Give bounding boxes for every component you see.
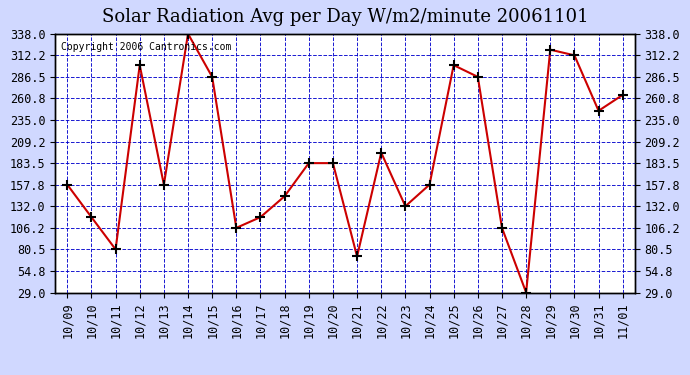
Text: Copyright 2006 Cantronics.com: Copyright 2006 Cantronics.com — [61, 42, 231, 51]
Text: Solar Radiation Avg per Day W/m2/minute 20061101: Solar Radiation Avg per Day W/m2/minute … — [101, 8, 589, 26]
